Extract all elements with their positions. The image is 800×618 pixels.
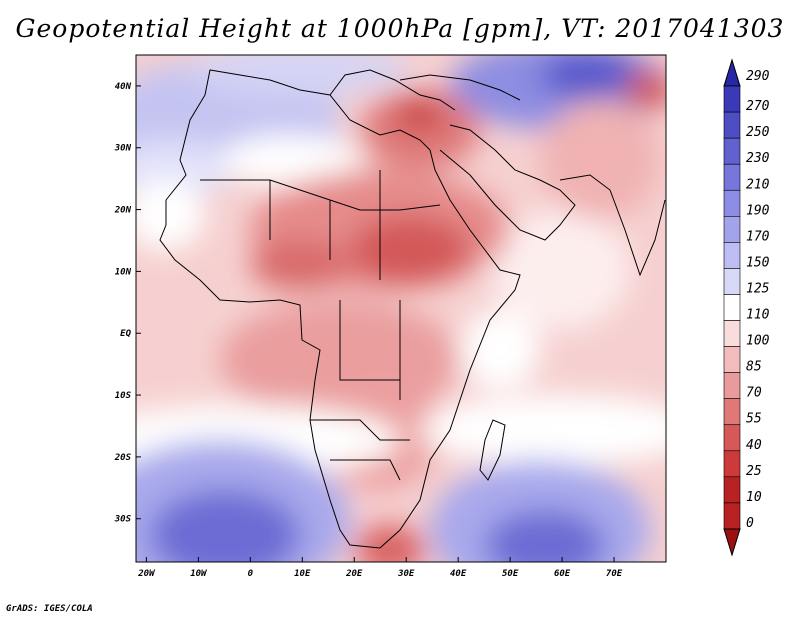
colorbar-swatch bbox=[723, 398, 741, 426]
colorbar-label: 170 bbox=[746, 229, 770, 244]
colorbar-top-arrow bbox=[723, 58, 741, 87]
lon-tick-label: 20E bbox=[345, 569, 363, 579]
lat-tick-label: 30S bbox=[114, 515, 132, 525]
colorbar-swatch bbox=[723, 85, 741, 113]
colorbar-label: 270 bbox=[746, 99, 770, 114]
colorbar-swatch bbox=[723, 424, 741, 452]
colorbar-swatch bbox=[723, 346, 741, 373]
colorbar-swatch bbox=[723, 189, 741, 217]
arabia-coastline bbox=[439, 124, 576, 241]
colorbar-label: 290 bbox=[746, 69, 770, 84]
lon-tick-label: 10W bbox=[190, 569, 208, 579]
colorbar-swatch bbox=[723, 294, 741, 321]
lon-tick-label: 70E bbox=[606, 569, 623, 579]
colorbar-swatch bbox=[723, 502, 741, 530]
coastlines bbox=[159, 69, 666, 549]
lon-tick-label: 50E bbox=[502, 569, 519, 579]
internal-borders bbox=[269, 170, 401, 400]
geopotential-field bbox=[136, 55, 666, 562]
colorbar-swatch bbox=[723, 268, 741, 295]
field-ne-red bbox=[625, 70, 666, 110]
map-title: Geopotential Height at 1000hPa [gpm], VT… bbox=[15, 14, 785, 43]
lon-tick-label: 40E bbox=[450, 569, 467, 579]
colorbar-label: 25 bbox=[746, 464, 762, 479]
colorbar-swatch bbox=[723, 320, 741, 347]
lat-tick-label: 40N bbox=[115, 82, 132, 92]
lat-tick-label: EQ bbox=[120, 329, 131, 339]
lon-tick-label: 10E bbox=[294, 569, 311, 579]
colorbar-swatch bbox=[723, 372, 741, 399]
colorbar-label: 125 bbox=[746, 281, 770, 296]
colorbar-swatch bbox=[723, 242, 741, 269]
madagascar-coastline bbox=[479, 419, 506, 481]
colorbar-label: 100 bbox=[746, 334, 770, 349]
colorbar-label: 210 bbox=[746, 177, 770, 192]
colorbar-label: 0 bbox=[746, 516, 754, 531]
lon-tick-label: 0 bbox=[248, 569, 254, 579]
colorbar: 2902702502302101901701501251101008570554… bbox=[723, 58, 770, 557]
colorbar-swatch bbox=[723, 163, 741, 191]
colorbar-bottom-arrow bbox=[723, 528, 741, 557]
africa-coastline bbox=[159, 69, 521, 549]
lon-tick-label: 20W bbox=[137, 569, 156, 579]
colorbar-label: 190 bbox=[746, 203, 770, 218]
colorbar-swatch bbox=[723, 450, 741, 478]
mediterranean-coast bbox=[329, 69, 456, 111]
grads-credit: GrADS: IGES/COLA bbox=[6, 604, 93, 614]
colorbar-swatch bbox=[723, 111, 741, 139]
colorbar-label: 250 bbox=[746, 125, 770, 140]
lon-tick-label: 60E bbox=[554, 569, 571, 579]
colorbar-swatch bbox=[723, 476, 741, 504]
lat-tick-label: 30N bbox=[114, 144, 132, 154]
southern-borders bbox=[310, 419, 410, 481]
colorbar-label: 40 bbox=[746, 438, 762, 453]
lat-tick-label: 10S bbox=[115, 391, 132, 401]
colorbar-label: 150 bbox=[746, 255, 770, 270]
colorbar-label: 85 bbox=[746, 360, 762, 375]
colorbar-swatch bbox=[723, 216, 741, 243]
colorbar-swatch bbox=[723, 137, 741, 165]
lat-tick-label: 20N bbox=[114, 206, 132, 216]
colorbar-label: 110 bbox=[746, 308, 770, 323]
india-coastline bbox=[559, 174, 666, 277]
colorbar-label: 70 bbox=[746, 386, 762, 401]
colorbar-label: 10 bbox=[746, 490, 762, 505]
colorbar-label: 55 bbox=[746, 412, 762, 427]
longitude-axis: 20W 10W 0 10E 20E 30E 40E 50E 60E 70E bbox=[137, 557, 623, 579]
lat-tick-label: 20S bbox=[114, 453, 132, 463]
map-frame bbox=[135, 54, 667, 563]
black-sea-coast bbox=[399, 74, 521, 101]
lat-tick-label: 10N bbox=[115, 267, 132, 277]
latitude-axis: 40N 30N 20N 10N EQ 10S 20S 30S bbox=[114, 82, 141, 525]
lon-tick-label: 30E bbox=[397, 569, 415, 579]
colorbar-label: 230 bbox=[746, 151, 770, 166]
